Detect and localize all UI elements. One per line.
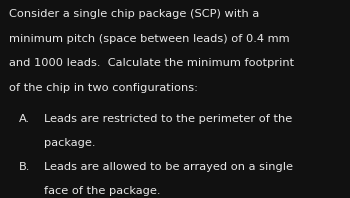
Text: Leads are allowed to be arrayed on a single: Leads are allowed to be arrayed on a sin…	[44, 162, 293, 172]
Text: A.: A.	[19, 114, 30, 124]
Text: and 1000 leads.  Calculate the minimum footprint: and 1000 leads. Calculate the minimum fo…	[9, 58, 294, 69]
Text: face of the package.: face of the package.	[44, 186, 160, 196]
Text: Leads are restricted to the perimeter of the: Leads are restricted to the perimeter of…	[44, 114, 292, 124]
Text: of the chip in two configurations:: of the chip in two configurations:	[9, 83, 198, 93]
Text: minimum pitch (space between leads) of 0.4 mm: minimum pitch (space between leads) of 0…	[9, 34, 289, 44]
Text: B.: B.	[19, 162, 31, 172]
Text: package.: package.	[44, 138, 95, 148]
Text: Consider a single chip package (SCP) with a: Consider a single chip package (SCP) wit…	[9, 9, 259, 19]
